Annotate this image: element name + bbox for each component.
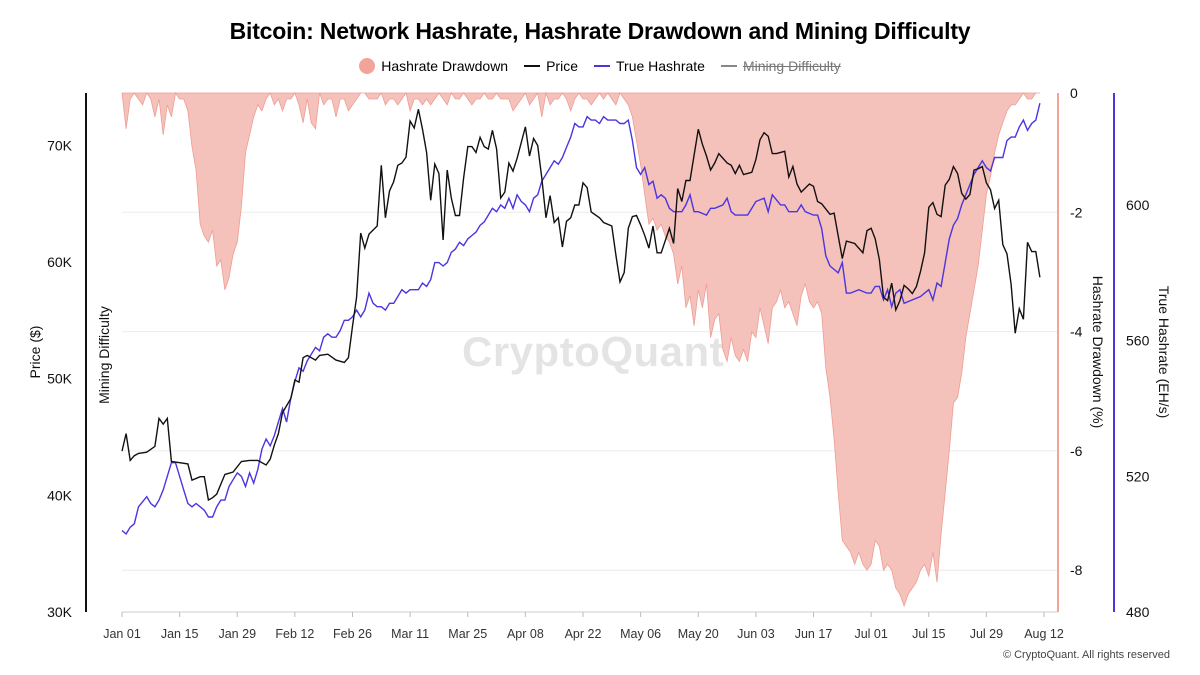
hashrate-tick-label-0: 480 — [1126, 604, 1150, 620]
series-area-hashrate-drawdown — [121, 91, 1040, 608]
legend-item-hashrate-drawdown[interactable]: Hashrate Drawdown — [359, 58, 508, 74]
legend-label-mining-difficulty: Mining Difficulty — [742, 58, 841, 74]
watermark: CryptoQuant — [462, 328, 725, 375]
price-tick-label-4: 70K — [47, 137, 73, 153]
drawdown-tick-label-4: -8 — [1070, 562, 1083, 578]
x-tick-label-15: Jul 29 — [970, 627, 1003, 641]
x-tick-label-14: Jul 15 — [912, 627, 945, 641]
legend-item-true-hashrate[interactable]: True Hashrate — [594, 58, 705, 74]
hashrate-tick-label-2: 560 — [1126, 333, 1150, 349]
x-tick-label-11: Jun 03 — [737, 627, 775, 641]
drawdown-tick-label-1: -2 — [1070, 204, 1083, 220]
series-line-price — [121, 109, 1041, 502]
legend-label-price: Price — [546, 58, 578, 74]
legend-swatch-mining-difficulty — [720, 65, 737, 67]
difficulty-axis-title: Mining Difficulty — [96, 306, 112, 404]
hashrate-axis-title: True Hashrate (EH/s) — [1156, 286, 1172, 419]
x-tick-label-12: Jun 17 — [795, 627, 833, 641]
x-tick-label-0: Jan 01 — [103, 627, 141, 641]
hashrate-tick-label-3: 600 — [1126, 197, 1150, 213]
x-tick-label-10: May 20 — [678, 627, 719, 641]
legend-label-true-hashrate: True Hashrate — [616, 58, 705, 74]
price-tick-label-2: 50K — [47, 371, 73, 387]
legend-item-price[interactable]: Price — [524, 58, 578, 74]
x-tick-label-2: Jan 29 — [218, 627, 256, 641]
legend-item-mining-difficulty[interactable]: Mining Difficulty — [720, 58, 841, 74]
x-tick-label-5: Mar 11 — [391, 627, 429, 641]
x-tick-label-4: Feb 26 — [333, 627, 372, 641]
x-tick-label-3: Feb 12 — [275, 627, 314, 641]
drawdown-axis-title: Hashrate Drawdown (%) — [1090, 276, 1106, 429]
price-tick-label-3: 60K — [47, 254, 73, 270]
x-tick-label-8: Apr 22 — [565, 627, 602, 641]
price-tick-label-1: 40K — [47, 487, 73, 503]
legend-swatch-price — [524, 65, 541, 67]
x-tick-label-6: Mar 25 — [448, 627, 487, 641]
x-tick-label-9: May 06 — [620, 627, 661, 641]
drawdown-tick-label-0: 0 — [1070, 85, 1078, 101]
chart-legend: Hashrate Drawdown Price True Hashrate Mi… — [0, 58, 1200, 74]
copyright-text: © CryptoQuant. All rights reserved — [1002, 649, 1170, 661]
price-tick-label-0: 30K — [47, 604, 73, 620]
x-tick-label-13: Jul 01 — [854, 627, 887, 641]
legend-swatch-true-hashrate — [594, 65, 610, 67]
legend-label-hashrate-drawdown: Hashrate Drawdown — [381, 58, 509, 74]
hashrate-tick-label-1: 520 — [1126, 468, 1150, 484]
x-tick-label-7: Apr 08 — [507, 627, 544, 641]
chart-title: Bitcoin: Network Hashrate, Hashrate Draw… — [229, 18, 971, 44]
price-axis-title: Price ($) — [27, 326, 43, 379]
drawdown-tick-label-3: -6 — [1070, 443, 1083, 459]
series-line-true-hashrate — [121, 103, 1041, 536]
legend-swatch-hashrate-drawdown — [359, 58, 376, 74]
drawdown-tick-label-2: -4 — [1070, 324, 1083, 340]
x-tick-label-16: Aug 12 — [1024, 627, 1064, 641]
x-tick-label-1: Jan 15 — [161, 627, 199, 641]
